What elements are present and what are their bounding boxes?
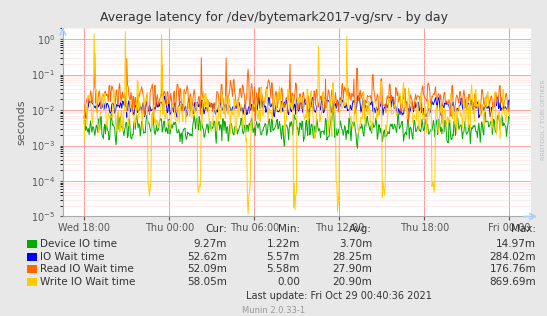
Text: 58.05m: 58.05m: [187, 277, 227, 287]
Text: IO Wait time: IO Wait time: [40, 252, 105, 262]
Text: RRDTOOL / TOBI OETIKER: RRDTOOL / TOBI OETIKER: [541, 80, 546, 161]
Text: 28.25m: 28.25m: [332, 252, 372, 262]
Text: 3.70m: 3.70m: [339, 239, 372, 249]
Text: Munin 2.0.33-1: Munin 2.0.33-1: [242, 306, 305, 315]
Text: Max:: Max:: [511, 224, 536, 234]
Text: Avg:: Avg:: [349, 224, 372, 234]
Text: 5.57m: 5.57m: [266, 252, 300, 262]
Text: 52.62m: 52.62m: [187, 252, 227, 262]
Text: 9.27m: 9.27m: [194, 239, 227, 249]
Text: 14.97m: 14.97m: [496, 239, 536, 249]
Text: Cur:: Cur:: [205, 224, 227, 234]
Text: 176.76m: 176.76m: [490, 264, 536, 274]
Text: 869.69m: 869.69m: [490, 277, 536, 287]
Text: 5.58m: 5.58m: [266, 264, 300, 274]
Text: 0.00: 0.00: [277, 277, 300, 287]
Text: Device IO time: Device IO time: [40, 239, 118, 249]
Text: 284.02m: 284.02m: [490, 252, 536, 262]
Text: 1.22m: 1.22m: [266, 239, 300, 249]
Text: Min:: Min:: [278, 224, 300, 234]
Text: 20.90m: 20.90m: [332, 277, 372, 287]
Text: 52.09m: 52.09m: [187, 264, 227, 274]
Text: Write IO Wait time: Write IO Wait time: [40, 277, 136, 287]
Text: Read IO Wait time: Read IO Wait time: [40, 264, 134, 274]
Text: 27.90m: 27.90m: [332, 264, 372, 274]
Y-axis label: seconds: seconds: [17, 100, 27, 145]
Text: Average latency for /dev/bytemark2017-vg/srv - by day: Average latency for /dev/bytemark2017-vg…: [100, 11, 447, 24]
Text: Last update: Fri Oct 29 00:40:36 2021: Last update: Fri Oct 29 00:40:36 2021: [246, 291, 432, 301]
